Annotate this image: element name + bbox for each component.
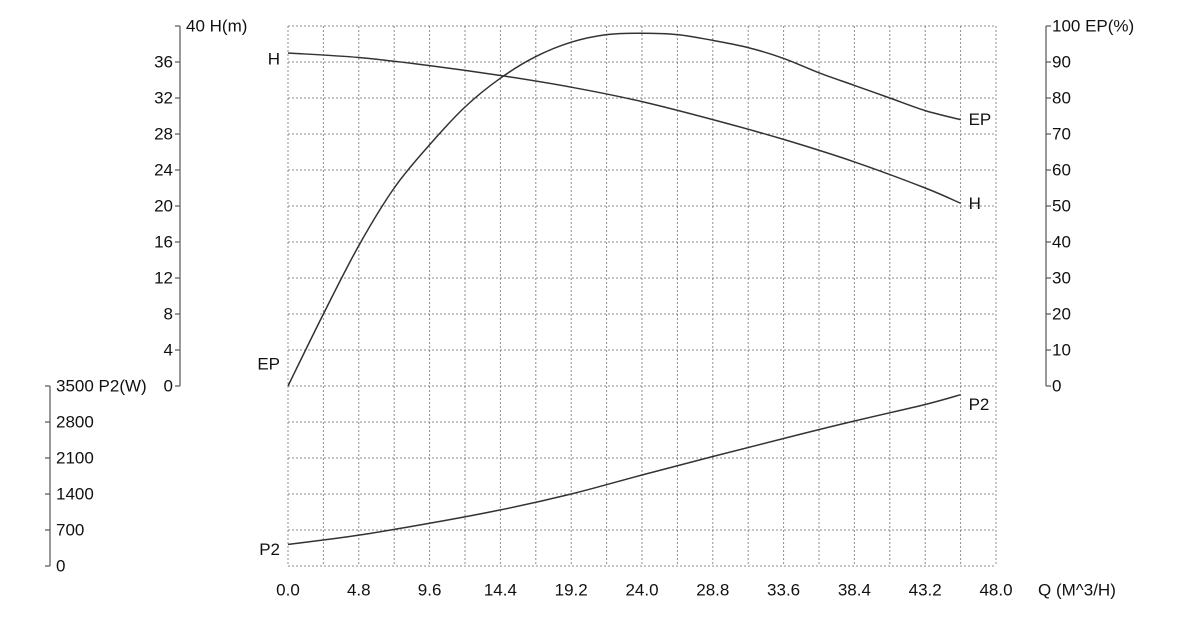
- ep-axis-tick-label: 40: [1052, 233, 1071, 252]
- ep-axis-tick-label: 10: [1052, 341, 1071, 360]
- x-axis-tick-label: 24.0: [625, 581, 658, 600]
- ep-axis-title: 100 EP(%): [1052, 17, 1134, 36]
- ep-axis-tick-label: 90: [1052, 53, 1071, 72]
- x-axis-tick-label: 43.2: [909, 581, 942, 600]
- ep-axis-tick-label: 0: [1052, 377, 1061, 396]
- curve-label-start-ep: EP: [257, 355, 280, 374]
- x-axis-tick-label: 14.4: [484, 581, 517, 600]
- p2-axis-title: 3500 P2(W): [56, 377, 147, 396]
- p2-axis-tick-label: 2100: [56, 449, 94, 468]
- curve-label-end-p2: P2: [969, 395, 990, 414]
- ep-axis-tick-label: 80: [1052, 89, 1071, 108]
- h-axis-title: 40 H(m): [186, 17, 247, 36]
- x-axis-tick-label: 19.2: [555, 581, 588, 600]
- x-axis-tick-label: 33.6: [767, 581, 800, 600]
- h-axis-tick-label: 0: [164, 377, 173, 396]
- p2-axis-tick-label: 700: [56, 521, 84, 540]
- h-axis-tick-label: 32: [154, 89, 173, 108]
- h-axis-tick-label: 16: [154, 233, 173, 252]
- ep-axis-tick-label: 30: [1052, 269, 1071, 288]
- ep-axis-tick-label: 60: [1052, 161, 1071, 180]
- x-axis-tick-label: 4.8: [347, 581, 371, 600]
- p2-axis-tick-label: 0: [56, 557, 65, 576]
- chart-axes: [45, 25, 1051, 567]
- h-axis-tick-label: 12: [154, 269, 173, 288]
- chart-curves: [287, 32, 961, 546]
- h-axis-tick-label: 20: [154, 197, 173, 216]
- x-axis-tick-label: 9.6: [418, 581, 442, 600]
- h-axis-tick-label: 4: [164, 341, 173, 360]
- curve-label-end-ep: EP: [969, 110, 992, 129]
- h-axis-tick-label: 8: [164, 305, 173, 324]
- p2-axis-tick-label: 1400: [56, 485, 94, 504]
- ep-axis-tick-label: 70: [1052, 125, 1071, 144]
- x-axis-title: Q (M^3/H): [1038, 581, 1116, 600]
- ep-axis-tick-label: 50: [1052, 197, 1071, 216]
- curve-p2: [287, 393, 961, 546]
- h-axis-tick-label: 28: [154, 125, 173, 144]
- curve-ep: [287, 32, 961, 387]
- x-axis-tick-label: 0.0: [276, 581, 300, 600]
- ep-axis-tick-label: 20: [1052, 305, 1071, 324]
- curve-h: [287, 52, 961, 204]
- x-axis-tick-label: 28.8: [696, 581, 729, 600]
- h-axis-tick-label: 36: [154, 53, 173, 72]
- x-axis-tick-label: 38.4: [838, 581, 871, 600]
- x-axis-tick-label: 48.0: [979, 581, 1012, 600]
- curve-label-start-h: H: [268, 50, 280, 69]
- curve-label-end-h: H: [969, 194, 981, 213]
- curve-label-start-p2: P2: [259, 540, 280, 559]
- chart-grid: [287, 25, 997, 567]
- p2-axis-tick-label: 2800: [56, 413, 94, 432]
- h-axis-tick-label: 24: [154, 161, 173, 180]
